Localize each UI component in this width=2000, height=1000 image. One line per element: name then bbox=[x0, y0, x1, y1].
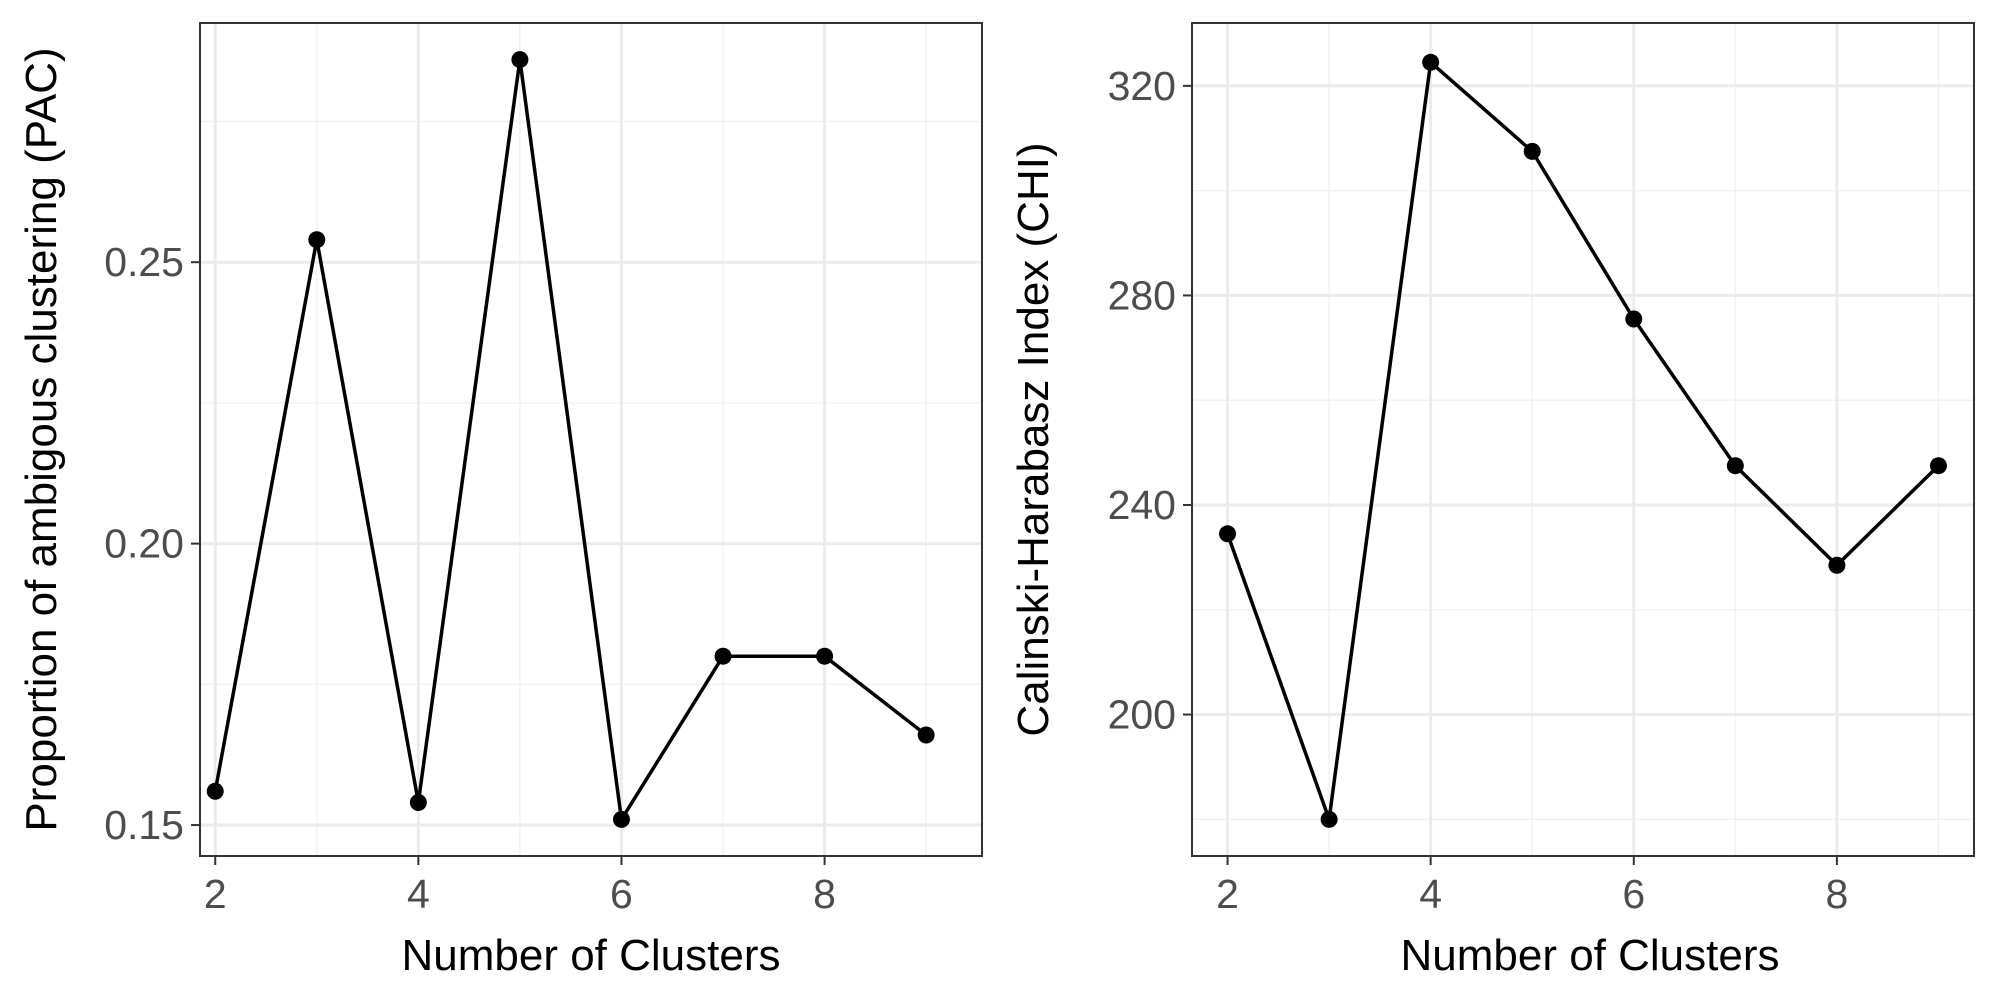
pac-data-point bbox=[612, 810, 630, 828]
chi-data-point bbox=[1320, 810, 1338, 828]
pac-data-point bbox=[917, 726, 935, 744]
chi-series-line bbox=[1225, 60, 1940, 822]
chi-data-point bbox=[1929, 457, 1947, 475]
chi-x-tick-label: 2 bbox=[1216, 871, 1239, 917]
pac-data-point bbox=[511, 51, 529, 69]
chi-data-point bbox=[1219, 525, 1237, 543]
chi-y-tick-label: 320 bbox=[1108, 63, 1176, 109]
chi-x-tick-label: 4 bbox=[1419, 871, 1442, 917]
chi-y-tick-label: 200 bbox=[1108, 692, 1176, 738]
pac-x-tick-label: 4 bbox=[407, 871, 430, 917]
pac-y-tick-label: 0.15 bbox=[104, 802, 184, 848]
pac-data-point bbox=[206, 782, 224, 800]
pac-chart-panel: 2 4 6 8 0.15 0.20 0.25 Number of Clusters Prop… bbox=[17, 22, 983, 980]
chi-x-tick-label: 8 bbox=[1825, 871, 1848, 917]
chi-ticks: 2 4 6 8 200 240 280 320 bbox=[1108, 63, 1849, 917]
chi-x-axis-title: Number of Clusters bbox=[1400, 931, 1779, 980]
pac-plot-border bbox=[199, 22, 983, 857]
pac-x-tick-label: 8 bbox=[813, 871, 836, 917]
pac-data-point bbox=[308, 231, 326, 249]
pac-data-point bbox=[409, 794, 427, 812]
chi-data-point bbox=[1625, 310, 1643, 328]
chi-y-tick-label: 280 bbox=[1108, 272, 1176, 318]
chi-plot-area bbox=[1192, 23, 1974, 856]
pac-x-axis-title: Number of Clusters bbox=[401, 931, 780, 980]
pac-x-tick-label: 2 bbox=[204, 871, 227, 917]
pac-series bbox=[206, 51, 935, 828]
chi-series bbox=[1219, 53, 1947, 828]
chi-y-tick-label: 240 bbox=[1108, 482, 1176, 528]
pac-data-point bbox=[714, 647, 732, 665]
pac-data-point bbox=[816, 647, 834, 665]
chi-data-point bbox=[1726, 457, 1744, 475]
chi-y-axis-title: Calinski-Harabasz Index (CHI) bbox=[1009, 142, 1058, 736]
chi-plot-border bbox=[1191, 22, 1975, 857]
chi-data-point bbox=[1523, 142, 1541, 160]
pac-ticks: 2 4 6 8 0.15 0.20 0.25 bbox=[104, 239, 836, 917]
pac-grid bbox=[200, 23, 982, 856]
pac-y-tick-label: 0.20 bbox=[104, 521, 184, 567]
pac-y-tick-label: 0.25 bbox=[104, 239, 184, 285]
chi-grid bbox=[1192, 23, 1974, 856]
chi-data-point bbox=[1828, 556, 1846, 574]
chi-chart-panel: 2 4 6 8 200 240 280 320 Number of Clusters Cali… bbox=[1009, 22, 1975, 980]
pac-y-axis-title: Proportion of ambigous clustering (PAC) bbox=[17, 47, 66, 831]
pac-x-tick-label: 6 bbox=[610, 871, 633, 917]
chi-data-point bbox=[1422, 53, 1440, 71]
pac-plot-area bbox=[200, 23, 982, 856]
chi-x-tick-label: 6 bbox=[1622, 871, 1645, 917]
pac-series-line bbox=[213, 57, 928, 822]
